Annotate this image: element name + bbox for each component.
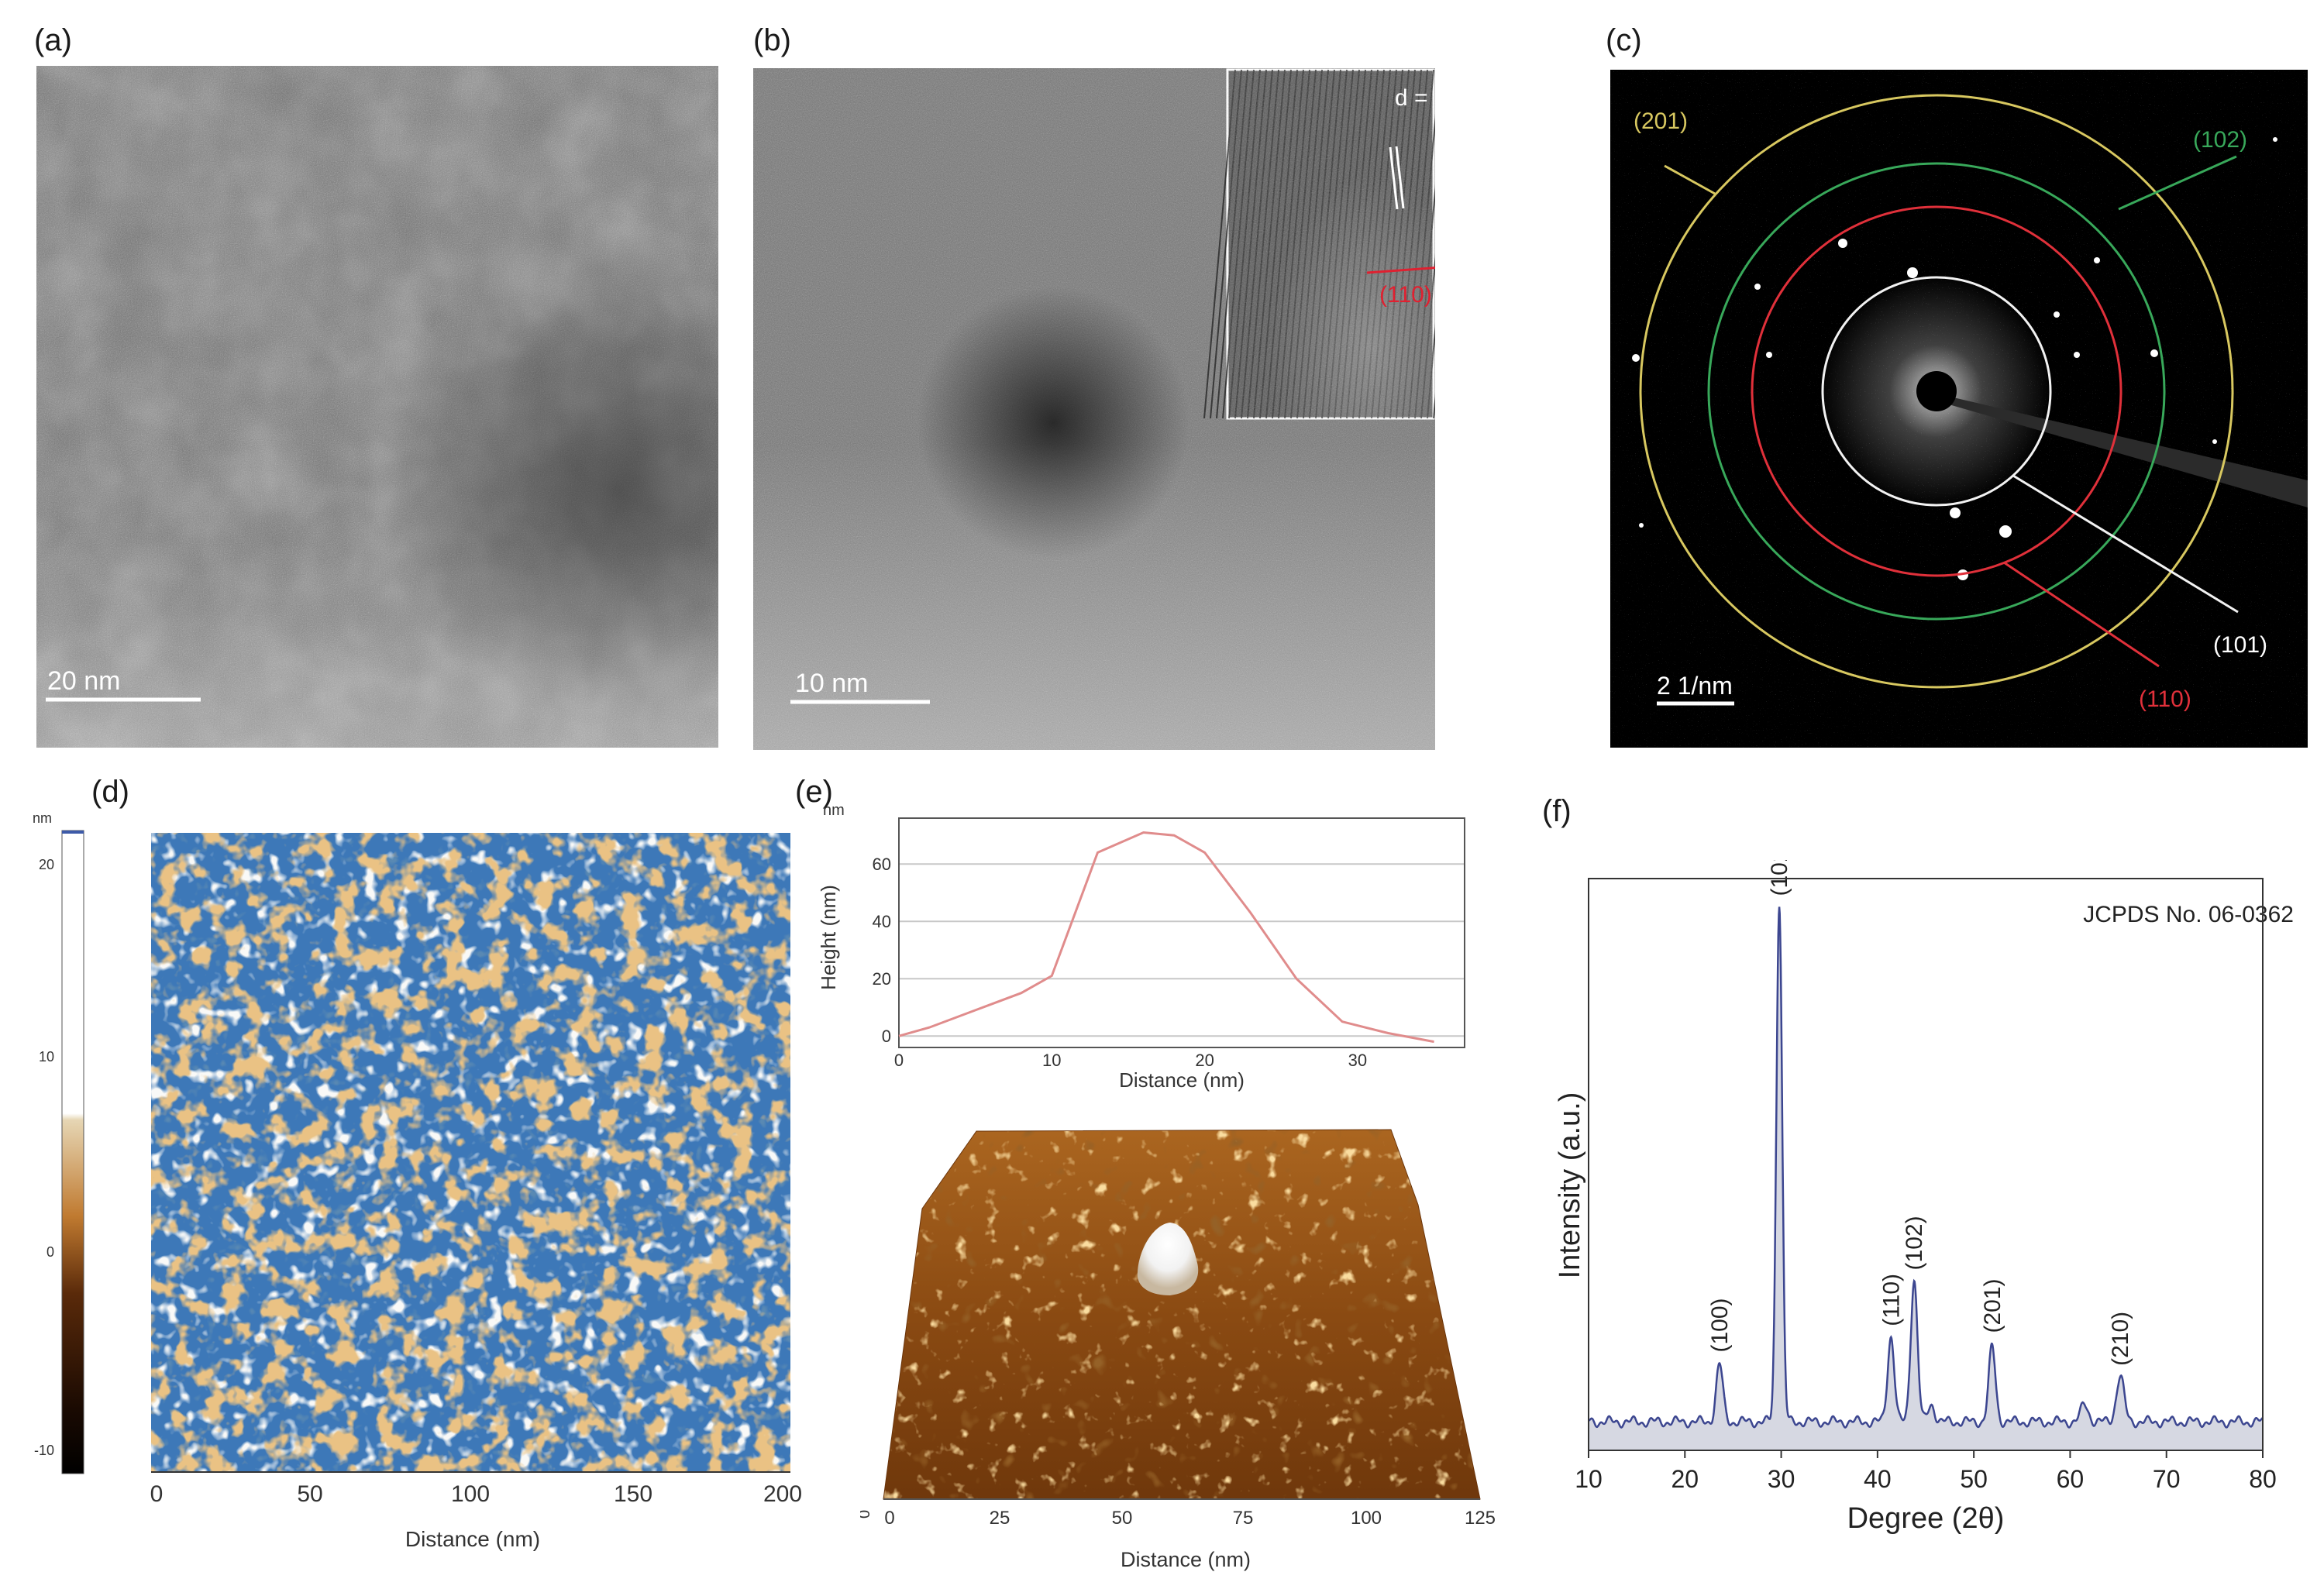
ring-110 [1751,205,2122,577]
peak-label: (102) [1902,1216,1927,1270]
x-tick: 10 [1042,1051,1061,1070]
peak-label: (110) [1878,1274,1904,1326]
x-tick: 0 [150,1481,164,1507]
x-tick: 20 [1195,1051,1214,1070]
ring-102-leader [2118,155,2237,211]
saed-pattern: (201) (102) (101) (110) 2 1/nm [1610,70,2308,748]
d-spacing-marker [1395,146,1405,209]
ring-201 [1639,94,2234,689]
tem-image-a: 20 nm [36,66,718,748]
ring-110-label: (110) [2139,686,2191,712]
x-tick: 100 [451,1481,490,1507]
panel-e-label: (e) [795,775,833,809]
x-tick: 10 [1575,1465,1603,1493]
ring-201-leader [1664,164,1716,195]
surface-y-tick: 0 [860,1510,873,1519]
scale-bar-label: 2 1/nm [1657,672,1733,700]
x-tick: 200 [763,1481,802,1507]
x-tick: 30 [1768,1465,1795,1493]
colorbar-tick: 20 [39,857,54,872]
x-axis-label: Distance (nm) [405,1527,540,1551]
x-tick: 0 [884,1508,894,1529]
x-axis-label: Distance (nm) [1119,1068,1245,1092]
x-tick: 50 [1960,1465,1988,1493]
panel-a-label: (a) [34,23,72,57]
ring-101-label: (101) [2213,632,2267,658]
afm-height-map [151,833,790,1472]
colorbar [61,830,84,1474]
plot-frame [898,817,1465,1048]
panel-f-label: (f) [1542,794,1572,828]
x-tick: 40 [1864,1465,1892,1493]
scale-bar-label: 20 nm [47,666,121,696]
afm-3d-surface: 0 0 25 50 75 100 125 Distance (nm) [860,1129,1496,1571]
ring-101 [1821,276,2052,507]
y-axis-label: Height (nm) [817,885,840,990]
x-tick: 75 [1233,1508,1254,1529]
y-axis-label: Intensity (a.u.) [1554,1092,1586,1279]
profile-unit: nm [823,802,845,819]
peak-label: (201) [1980,1278,2005,1333]
x-tick: 80 [2249,1465,2277,1493]
xrd-chart: JCPDS No. 06-0362 Intensity (a.u.) (100)… [1554,860,2294,1535]
y-tick: 20 [873,969,891,989]
afm-2d-panel: nm 20 10 0 -10 0 50 100 150 200 Distance… [33,810,802,1551]
panel-b-label: (b) [753,23,791,57]
x-tick: 20 [1671,1465,1699,1493]
beam-stop [1943,395,2308,507]
xrd-area [1589,906,2263,1450]
x-tick: 150 [614,1481,652,1507]
colorbar-tick: 0 [46,1244,54,1260]
scale-bar-label: 10 nm [795,669,869,698]
y-tick: 0 [882,1027,891,1046]
plot-frame [1588,878,2264,1451]
ring-102 [1707,162,2166,621]
x-tick: 60 [2057,1465,2085,1493]
ring-102-label: (102) [2193,127,2247,153]
x-tick: 30 [1348,1051,1367,1070]
x-tick: 125 [1465,1508,1496,1529]
x-tick: 50 [297,1481,322,1507]
panel-d-label: (d) [91,775,129,809]
beam-stop [1916,371,1957,411]
x-axis-label: Distance (nm) [1121,1548,1251,1571]
x-axis-label: Degree (2θ) [1847,1502,2005,1535]
colorbar-tick: 10 [39,1049,54,1065]
peak-label: (210) [2108,1312,2133,1366]
peak-label: (100) [1707,1298,1733,1352]
colorbar-tick: -10 [34,1443,54,1458]
tem-image-b: 10 nm [753,68,1435,750]
ring-110-leader [2003,561,2160,668]
reference-annotation: JCPDS No. 06-0362 [2083,902,2294,927]
ring-101-leader [2012,474,2239,614]
y-tick: 40 [873,912,891,931]
x-tick: 100 [1351,1508,1382,1529]
d-spacing-label: d = 0.36 nm [1395,85,1435,111]
x-tick: 25 [990,1508,1010,1529]
surface-peak [1137,1223,1199,1295]
ring-201-label: (201) [1634,108,1688,134]
hrtem-inset: d = 0.36 nm (110) [1203,68,1435,420]
xrd-line [1588,906,2264,1429]
height-profile-chart: nm Height (nm) 0 20 40 60 0 10 20 30 Distance … [817,802,1465,1092]
x-tick: 0 [894,1051,904,1070]
y-tick: 60 [873,855,891,874]
d-spacing-marker [1389,146,1399,210]
x-tick: 70 [2153,1465,2181,1493]
panel-c-label: (c) [1606,23,1642,57]
colorbar-unit: nm [33,810,52,826]
profile-line [898,831,1434,1044]
inset-plane-label: (110) [1379,282,1432,308]
direction-arrow [1366,267,1435,274]
x-tick: 50 [1112,1508,1133,1529]
